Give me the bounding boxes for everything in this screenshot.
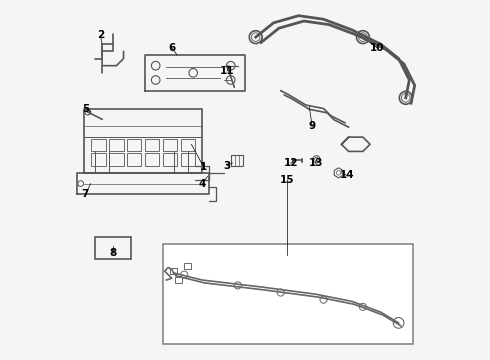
Bar: [145, 139, 159, 152]
Bar: [231, 155, 243, 166]
Bar: [163, 139, 177, 152]
Text: 3: 3: [223, 161, 231, 171]
Text: 11: 11: [220, 66, 234, 76]
Bar: [109, 153, 123, 166]
Bar: [92, 153, 106, 166]
Bar: [175, 277, 182, 283]
Bar: [92, 139, 106, 152]
Bar: [95, 237, 131, 258]
Text: 2: 2: [97, 30, 104, 40]
Text: 13: 13: [309, 158, 323, 168]
Text: 10: 10: [370, 43, 385, 53]
Bar: [184, 263, 192, 269]
Text: 1: 1: [200, 162, 208, 172]
Bar: [163, 244, 413, 344]
Bar: [181, 139, 195, 152]
Text: 9: 9: [309, 121, 316, 131]
Text: 12: 12: [284, 158, 298, 168]
Text: 4: 4: [198, 179, 206, 189]
Bar: [127, 139, 142, 152]
Text: 7: 7: [82, 189, 89, 199]
Text: 6: 6: [168, 43, 175, 53]
Bar: [163, 153, 177, 166]
Text: 15: 15: [279, 175, 294, 185]
Bar: [181, 153, 195, 166]
Text: 14: 14: [340, 170, 354, 180]
Bar: [145, 153, 159, 166]
Bar: [170, 268, 177, 274]
Bar: [109, 139, 123, 152]
Text: 5: 5: [82, 104, 90, 113]
Text: 8: 8: [109, 248, 117, 258]
Bar: [127, 153, 142, 166]
